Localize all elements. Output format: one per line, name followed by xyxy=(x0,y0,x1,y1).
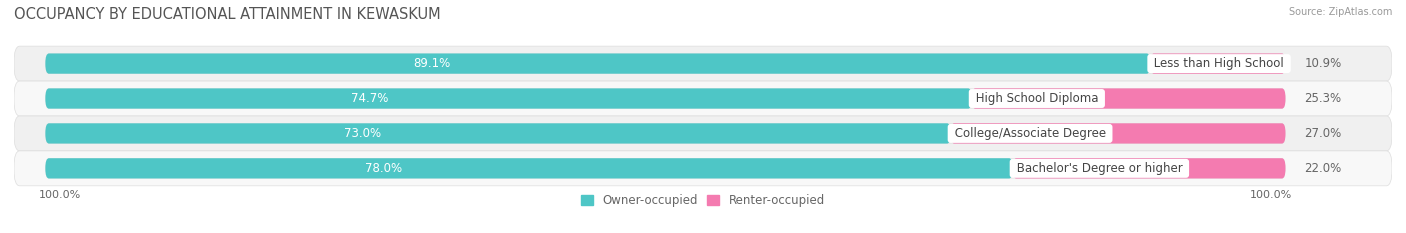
Text: 74.7%: 74.7% xyxy=(352,92,388,105)
Text: OCCUPANCY BY EDUCATIONAL ATTAINMENT IN KEWASKUM: OCCUPANCY BY EDUCATIONAL ATTAINMENT IN K… xyxy=(14,7,440,22)
Text: 89.1%: 89.1% xyxy=(413,57,451,70)
Text: 100.0%: 100.0% xyxy=(1250,190,1292,200)
FancyBboxPatch shape xyxy=(1012,158,1285,178)
FancyBboxPatch shape xyxy=(45,123,1285,144)
FancyBboxPatch shape xyxy=(14,81,1392,116)
FancyBboxPatch shape xyxy=(950,123,1285,144)
FancyBboxPatch shape xyxy=(45,53,1285,74)
FancyBboxPatch shape xyxy=(972,88,1285,109)
FancyBboxPatch shape xyxy=(45,53,1150,74)
FancyBboxPatch shape xyxy=(1150,53,1285,74)
Text: Bachelor's Degree or higher: Bachelor's Degree or higher xyxy=(1012,162,1187,175)
Text: 25.3%: 25.3% xyxy=(1305,92,1341,105)
Legend: Owner-occupied, Renter-occupied: Owner-occupied, Renter-occupied xyxy=(576,190,830,212)
Text: High School Diploma: High School Diploma xyxy=(972,92,1102,105)
Text: 22.0%: 22.0% xyxy=(1305,162,1341,175)
FancyBboxPatch shape xyxy=(45,158,1012,178)
Text: 27.0%: 27.0% xyxy=(1305,127,1341,140)
Text: Less than High School: Less than High School xyxy=(1150,57,1288,70)
Text: 10.9%: 10.9% xyxy=(1305,57,1341,70)
FancyBboxPatch shape xyxy=(45,88,972,109)
FancyBboxPatch shape xyxy=(45,123,950,144)
Text: 78.0%: 78.0% xyxy=(366,162,402,175)
FancyBboxPatch shape xyxy=(45,158,1285,178)
Text: Source: ZipAtlas.com: Source: ZipAtlas.com xyxy=(1288,7,1392,17)
Text: College/Associate Degree: College/Associate Degree xyxy=(950,127,1109,140)
FancyBboxPatch shape xyxy=(45,88,1285,109)
FancyBboxPatch shape xyxy=(14,151,1392,186)
Text: 100.0%: 100.0% xyxy=(39,190,82,200)
FancyBboxPatch shape xyxy=(14,116,1392,151)
FancyBboxPatch shape xyxy=(14,46,1392,81)
Text: 73.0%: 73.0% xyxy=(343,127,381,140)
